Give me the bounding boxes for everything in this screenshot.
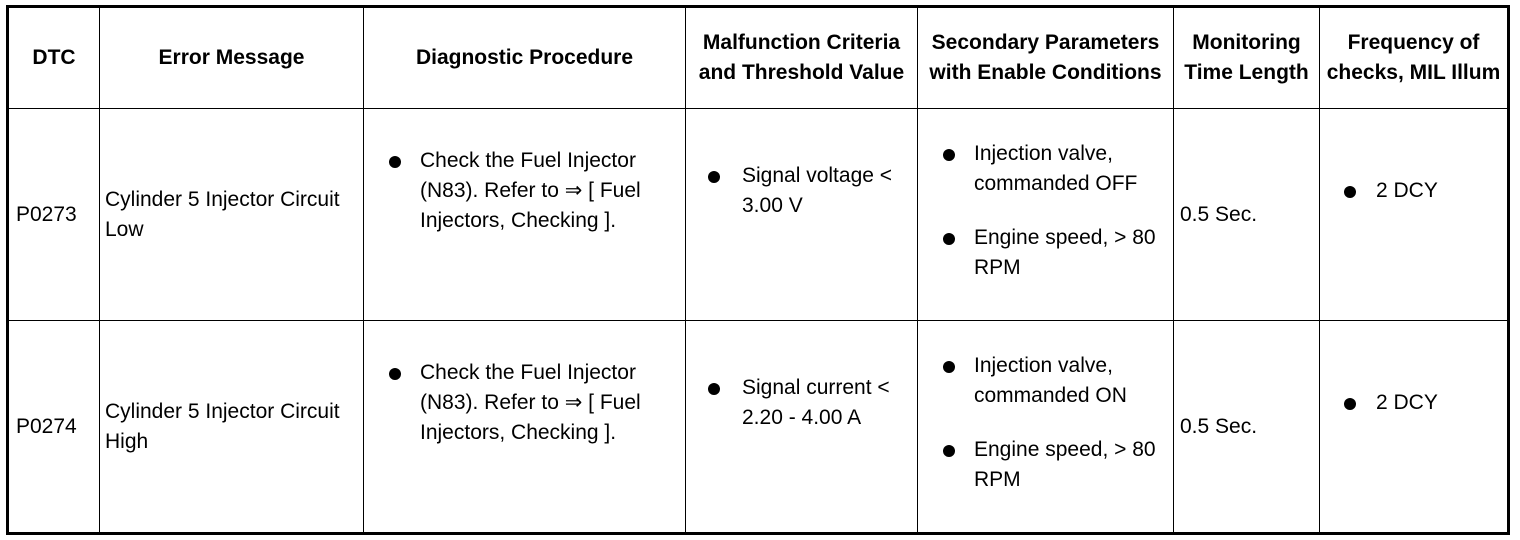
dtc-code: P0274 bbox=[7, 320, 100, 534]
header-diagnostic-procedure: Diagnostic Procedure bbox=[363, 6, 686, 109]
diagnostic-procedure-list: Check the Fuel Injector (N83). Refer to … bbox=[364, 358, 685, 448]
secondary-parameters-cell: Injection valve, commanded OFF Engine sp… bbox=[917, 108, 1174, 321]
header-dtc: DTC bbox=[7, 6, 100, 109]
secondary-parameter-item: Engine speed, > 80 RPM bbox=[918, 435, 1173, 495]
header-frequency: Frequency of checks, MIL Illum bbox=[1319, 6, 1509, 109]
frequency-list: 2 DCY bbox=[1320, 176, 1507, 206]
table-row: P0274 Cylinder 5 Injector Circuit High C… bbox=[7, 320, 1509, 534]
frequency-item: 2 DCY bbox=[1320, 176, 1507, 206]
error-message: Cylinder 5 Injector Circuit High bbox=[99, 320, 364, 534]
dtc-code: P0273 bbox=[7, 108, 100, 321]
malfunction-criteria-item: Signal current < 2.20 - 4.00 A bbox=[686, 373, 917, 433]
malfunction-criteria-cell: Signal voltage < 3.00 V bbox=[685, 108, 918, 321]
diagnostic-procedure-item: Check the Fuel Injector (N83). Refer to … bbox=[364, 146, 685, 236]
diagnostic-procedure-item: Check the Fuel Injector (N83). Refer to … bbox=[364, 358, 685, 448]
frequency-item: 2 DCY bbox=[1320, 388, 1507, 418]
error-message: Cylinder 5 Injector Circuit Low bbox=[99, 108, 364, 321]
secondary-parameter-item: Engine speed, > 80 RPM bbox=[918, 223, 1173, 283]
secondary-parameters-cell: Injection valve, commanded ON Engine spe… bbox=[917, 320, 1174, 534]
table-row: P0273 Cylinder 5 Injector Circuit Low Ch… bbox=[7, 108, 1509, 321]
frequency-list: 2 DCY bbox=[1320, 388, 1507, 418]
header-error-message: Error Message bbox=[99, 6, 364, 109]
diagnostic-procedure-cell: Check the Fuel Injector (N83). Refer to … bbox=[363, 108, 686, 321]
diagnostic-procedure-list: Check the Fuel Injector (N83). Refer to … bbox=[364, 146, 685, 236]
diagnostic-procedure-cell: Check the Fuel Injector (N83). Refer to … bbox=[363, 320, 686, 534]
header-malfunction-criteria: Malfunction Criteria and Threshold Value bbox=[685, 6, 918, 109]
secondary-parameters-list: Injection valve, commanded ON Engine spe… bbox=[918, 351, 1173, 495]
header-secondary-parameters: Secondary Parameters with Enable Conditi… bbox=[917, 6, 1174, 109]
monitoring-time: 0.5 Sec. bbox=[1173, 108, 1320, 321]
malfunction-criteria-list: Signal voltage < 3.00 V bbox=[686, 161, 917, 221]
secondary-parameter-item: Injection valve, commanded ON bbox=[918, 351, 1173, 411]
header-monitoring-time: Monitoring Time Length bbox=[1173, 6, 1320, 109]
secondary-parameters-list: Injection valve, commanded OFF Engine sp… bbox=[918, 139, 1173, 283]
malfunction-criteria-cell: Signal current < 2.20 - 4.00 A bbox=[685, 320, 918, 534]
malfunction-criteria-item: Signal voltage < 3.00 V bbox=[686, 161, 917, 221]
secondary-parameter-item: Injection valve, commanded OFF bbox=[918, 139, 1173, 199]
dtc-table: DTC Error Message Diagnostic Procedure M… bbox=[6, 5, 1510, 535]
frequency-cell: 2 DCY bbox=[1319, 320, 1509, 534]
monitoring-time: 0.5 Sec. bbox=[1173, 320, 1320, 534]
frequency-cell: 2 DCY bbox=[1319, 108, 1509, 321]
header-row: DTC Error Message Diagnostic Procedure M… bbox=[7, 6, 1509, 109]
malfunction-criteria-list: Signal current < 2.20 - 4.00 A bbox=[686, 373, 917, 433]
